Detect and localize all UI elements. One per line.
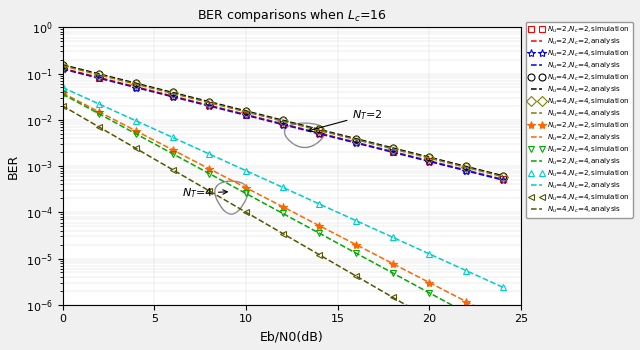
- Title: BER comparisons when $L_c$=16: BER comparisons when $L_c$=16: [197, 7, 387, 24]
- Y-axis label: BER: BER: [7, 153, 20, 178]
- X-axis label: Eb/N0(dB): Eb/N0(dB): [260, 330, 324, 343]
- Text: $N_T$=4: $N_T$=4: [182, 187, 227, 200]
- Text: $N_T$=2: $N_T$=2: [308, 108, 383, 132]
- Legend: $N_u$=2,$N_c$=2,simulation, $N_u$=2,$N_c$=2,analysis, $N_u$=2,$N_c$=4,simulation: $N_u$=2,$N_c$=2,simulation, $N_u$=2,$N_c…: [525, 22, 633, 218]
